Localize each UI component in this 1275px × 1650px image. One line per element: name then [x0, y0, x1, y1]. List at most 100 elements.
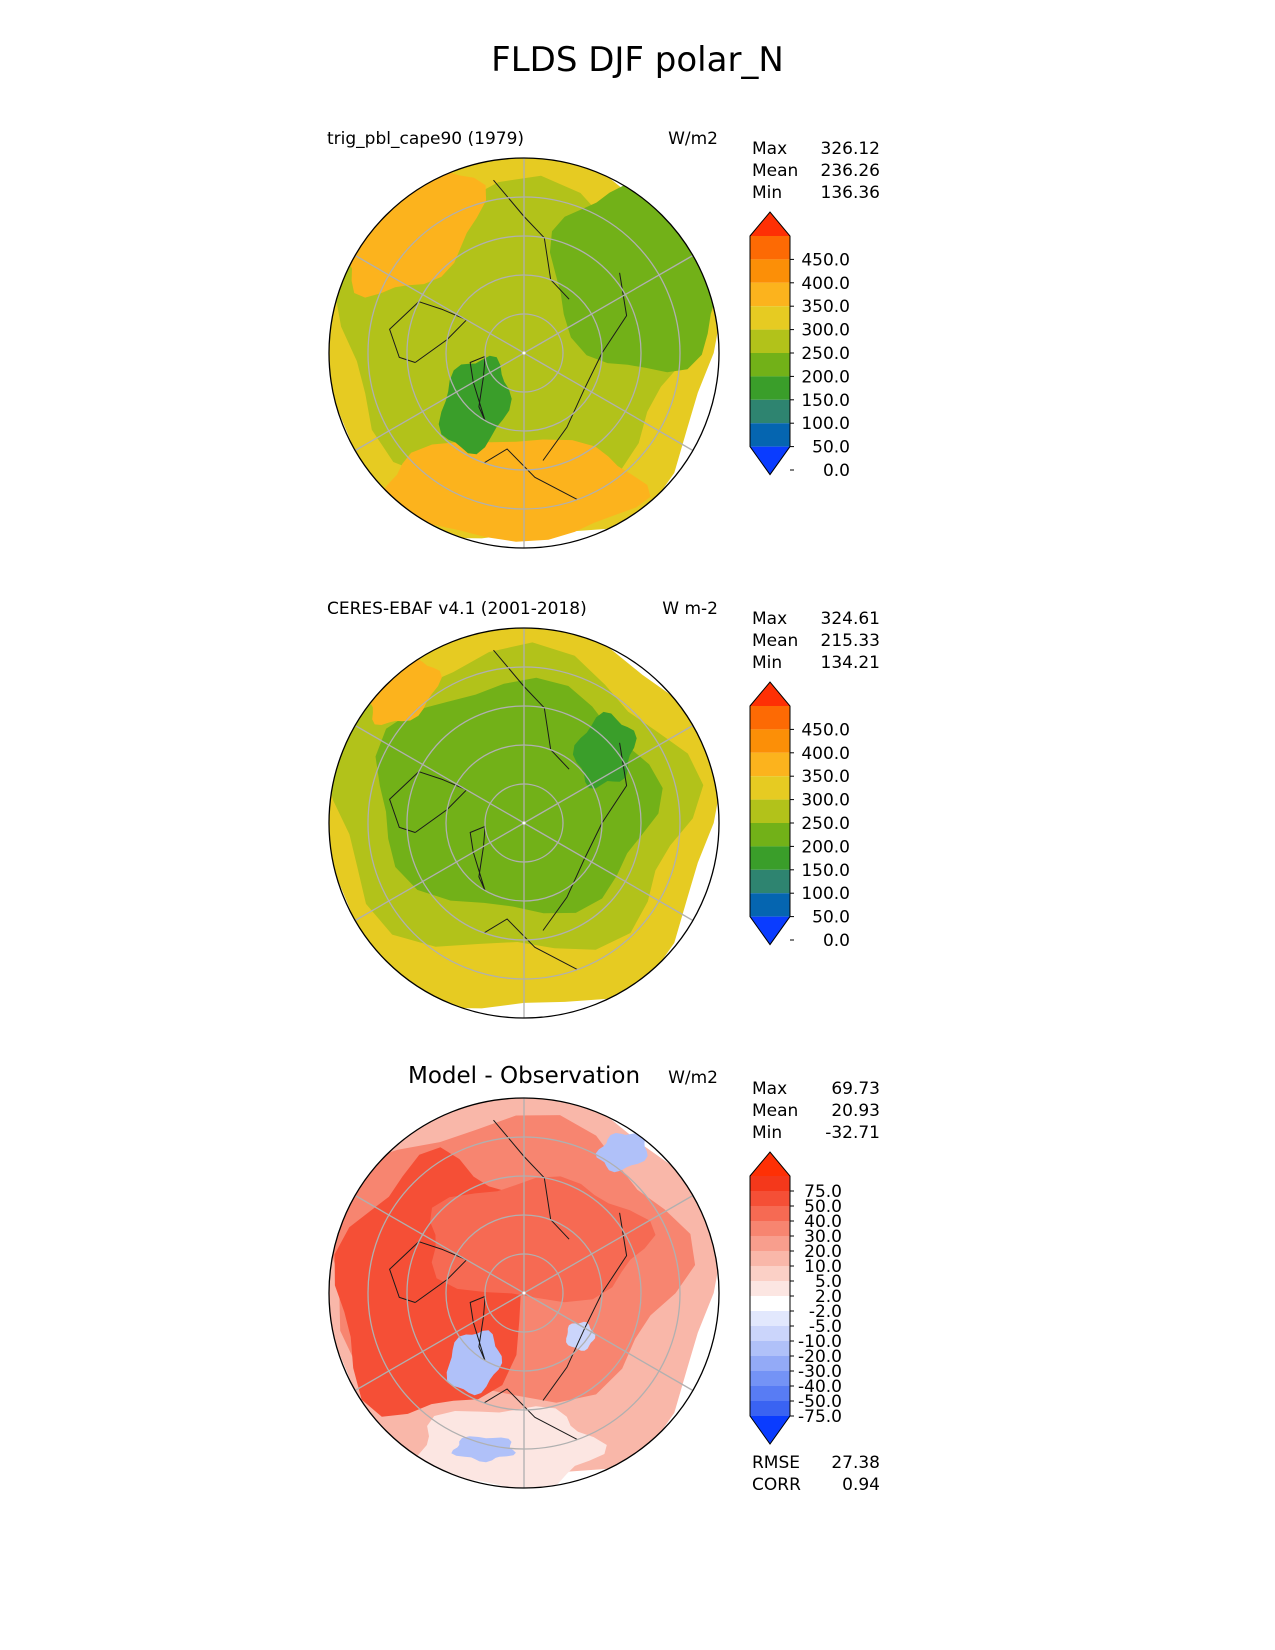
max-value: 324.61 — [820, 609, 880, 629]
colorbar-band — [750, 729, 790, 753]
colorbar-band — [750, 1341, 790, 1356]
rmse-value: 27.38 — [831, 1453, 880, 1473]
panel-3-colorbar: 75.0 50.0 40.0 30.0 20.0 10.0 5.0 2.0 -2.0 -5.0 -1… — [749, 1150, 880, 1450]
colorbar-band — [750, 1356, 790, 1371]
colorbar-tick-label: 400.0 — [801, 274, 850, 294]
colorbar-extend-max — [750, 212, 790, 236]
mean-value: 20.93 — [831, 1101, 880, 1121]
colorbar-band — [750, 1386, 790, 1401]
colorbar-band — [750, 329, 790, 353]
colorbar-tick-label: 200.0 — [801, 837, 850, 857]
meridian-line — [523, 352, 694, 452]
field-region — [572, 711, 637, 789]
colorbar-tick-label: 450.0 — [801, 720, 850, 740]
pole-marker — [522, 1291, 526, 1295]
colorbar-tick-label: 300.0 — [801, 321, 850, 341]
colorbar-band — [750, 752, 790, 777]
meridian-line — [523, 1194, 694, 1294]
panel-1-polar-map — [328, 157, 720, 549]
colorbar-band — [750, 259, 790, 283]
colorbar-band — [750, 893, 790, 917]
colorbar-tick-label: -50.0 — [798, 1392, 842, 1412]
colorbar-extend-min — [750, 446, 790, 475]
colorbar-tick-label: 20.0 — [804, 1242, 842, 1262]
colorbar-tick-label: 100.0 — [801, 414, 850, 434]
colorbar-tick-label: 0.0 — [823, 931, 850, 951]
colorbar-band — [750, 823, 790, 847]
colorbar-tick-label: 150.0 — [801, 861, 850, 881]
colorbar-tick-label: 250.0 — [801, 814, 850, 834]
min-label: Min — [752, 653, 783, 673]
colorbar-band — [750, 376, 790, 400]
panel-2-polar-map — [328, 627, 720, 1019]
map-field — [329, 158, 719, 548]
colorbar-tick-label: 50.0 — [812, 438, 850, 458]
coastline — [389, 1241, 468, 1303]
coastline — [542, 742, 628, 931]
meridian-line — [354, 1194, 525, 1294]
min-value: 134.21 — [820, 653, 880, 673]
coastline — [483, 918, 578, 971]
colorbar-extend-min — [750, 916, 790, 945]
panel-2-units: W m-2 — [662, 599, 718, 619]
colorbar-tick-label: 350.0 — [801, 297, 850, 317]
meridian-line — [354, 822, 525, 922]
panel-2-stats: Max 324.61 Mean 215.33 Min 134.21 — [752, 608, 880, 674]
colorbar-extend-max — [750, 682, 790, 706]
colorbar-tick-label: -5.0 — [809, 1317, 842, 1337]
pole-marker — [522, 351, 526, 355]
field-region — [340, 163, 487, 298]
max-value: 69.73 — [831, 1079, 880, 1099]
corr-label: CORR — [752, 1475, 801, 1495]
meridian-line — [354, 724, 525, 824]
min-label: Min — [752, 183, 783, 203]
colorbar-band — [750, 1281, 790, 1296]
colorbar-band — [750, 306, 790, 330]
colorbar-band — [750, 282, 790, 307]
colorbar-tick-label: -75.0 — [798, 1407, 842, 1427]
colorbar-band — [750, 236, 790, 260]
min-value: 136.36 — [820, 183, 880, 203]
panel-1-colorbar: 450.0 400.0 350.0 300.0 250.0 200.0 150.0 100.0… — [749, 210, 880, 481]
colorbar-tick-label: 250.0 — [801, 344, 850, 364]
colorbar-band — [750, 1251, 790, 1266]
coastline — [542, 272, 628, 461]
panel-2-colorbar: 450.0 400.0 350.0 300.0 250.0 200.0 150.0 100.0… — [749, 680, 880, 951]
min-value: -32.71 — [825, 1123, 880, 1143]
panel-2-title: CERES-EBAF v4.1 (2001-2018) — [327, 599, 587, 619]
panel-3-stats: Max 69.73 Mean 20.93 Min -32.71 — [752, 1078, 880, 1144]
colorbar-band — [750, 799, 790, 823]
map-boundary — [328, 1097, 720, 1489]
colorbar-band — [750, 1401, 790, 1416]
colorbar-tick-label: 350.0 — [801, 767, 850, 787]
meridian-line — [354, 1292, 525, 1392]
colorbar-band — [750, 1206, 790, 1221]
colorbar-tick-label: 150.0 — [801, 391, 850, 411]
field-region — [446, 1330, 503, 1396]
mean-label: Mean — [752, 1101, 799, 1121]
colorbar-tick-label: 100.0 — [801, 884, 850, 904]
meridian-line — [354, 352, 525, 452]
colorbar-band — [750, 706, 790, 730]
colorbar-tick-label: -20.0 — [798, 1347, 842, 1367]
field-region — [438, 355, 512, 455]
mean-value: 215.33 — [820, 631, 880, 651]
meridian-line — [523, 822, 694, 922]
colorbar-tick-label: 400.0 — [801, 744, 850, 764]
meridian-line — [523, 724, 694, 824]
coastline — [542, 1212, 628, 1401]
colorbar-tick-label: 50.0 — [804, 1197, 842, 1217]
figure-title: FLDS DJF polar_N — [491, 40, 784, 80]
colorbar-band — [750, 1176, 790, 1191]
min-label: Min — [752, 1123, 783, 1143]
colorbar-band — [750, 1191, 790, 1206]
field-region — [451, 1436, 516, 1463]
colorbar-band — [750, 1221, 790, 1236]
mean-label: Mean — [752, 631, 799, 651]
panel-1-stats: Max 326.12 Mean 236.26 Min 136.36 — [752, 138, 880, 204]
panel-3-metrics: RMSE 27.38 CORR 0.94 — [752, 1452, 880, 1496]
colorbar-tick-label: -30.0 — [798, 1362, 842, 1382]
max-label: Max — [752, 1079, 788, 1099]
colorbar-band — [750, 423, 790, 447]
colorbar-band — [750, 1371, 790, 1386]
